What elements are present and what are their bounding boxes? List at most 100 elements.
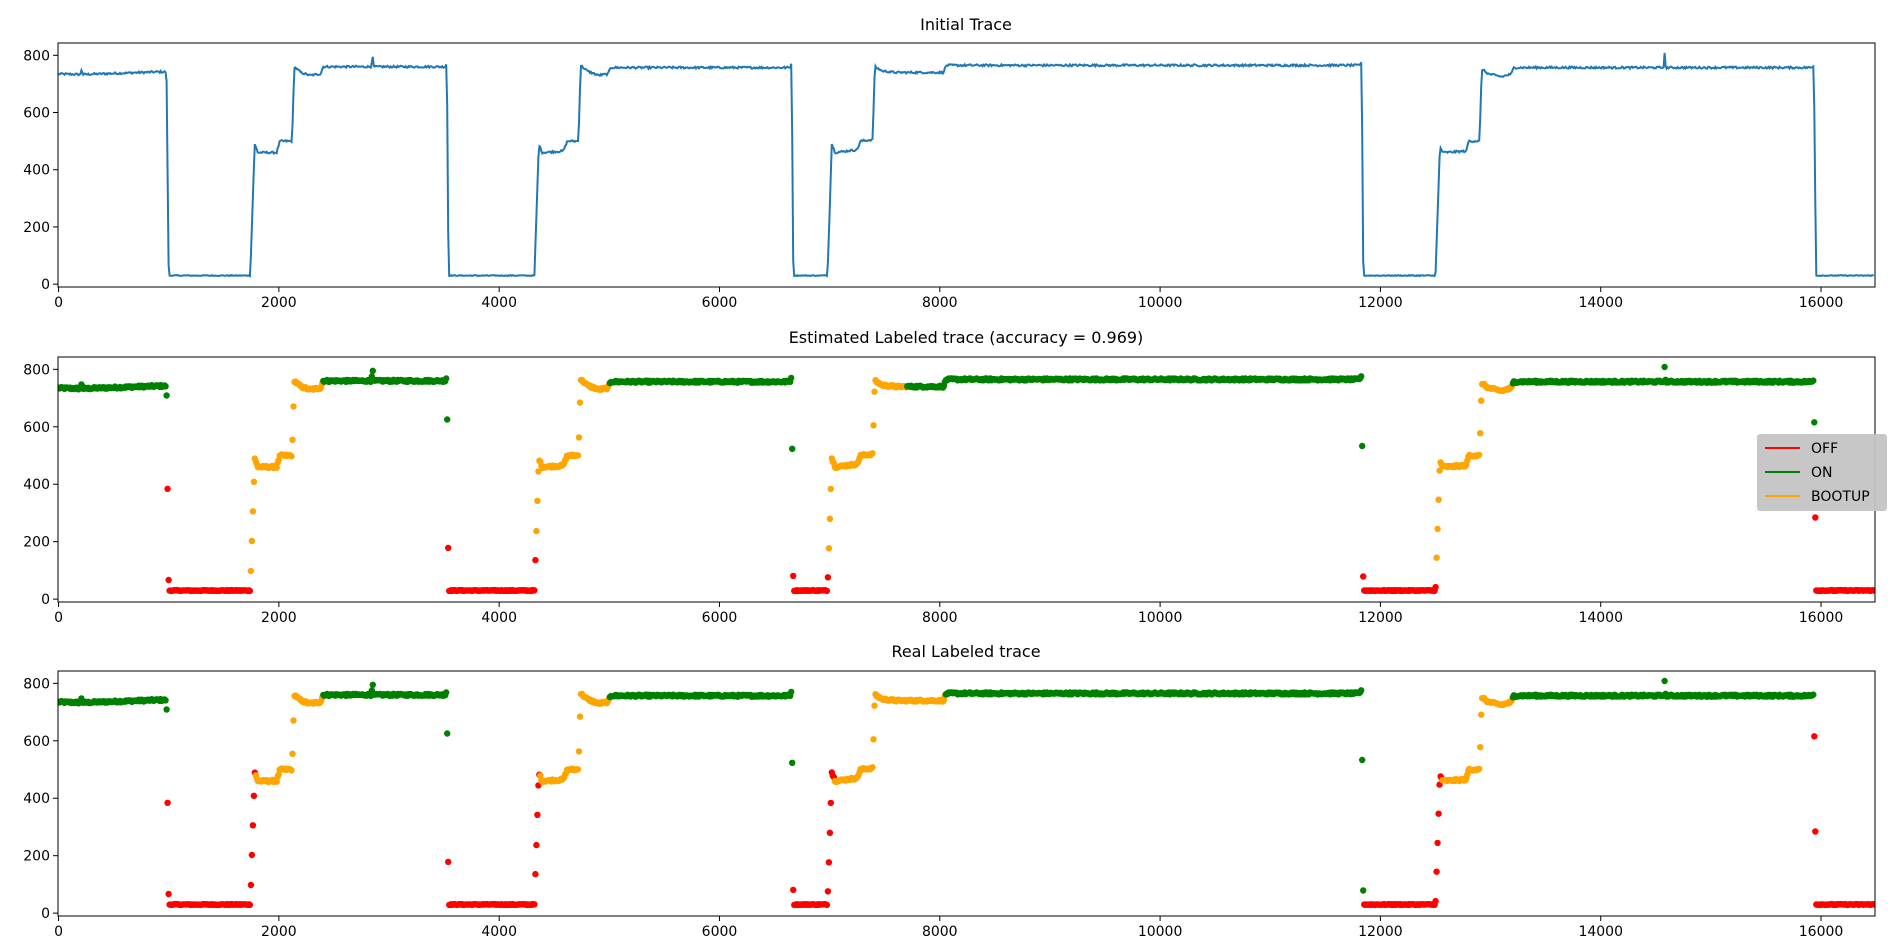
- point-on: [162, 697, 169, 704]
- point-off: [248, 851, 256, 859]
- point-bootup: [574, 766, 582, 773]
- point-on: [1360, 887, 1367, 894]
- point-off: [249, 822, 257, 829]
- point-on: [788, 374, 795, 382]
- point-off: [164, 485, 171, 492]
- point-off: [824, 888, 832, 895]
- x-tick-label: 16000: [1799, 924, 1844, 940]
- point-bootup: [288, 453, 295, 460]
- trace-line: [58, 52, 1874, 278]
- point-bootup: [288, 767, 295, 774]
- point-off: [1432, 897, 1439, 905]
- y-tick-label: 400: [23, 477, 50, 493]
- point-on: [443, 689, 450, 696]
- point-bootup: [290, 403, 297, 410]
- point-on: [1358, 373, 1365, 380]
- point-off: [246, 587, 254, 595]
- point-off: [445, 858, 452, 866]
- point-on: [789, 445, 796, 452]
- point-bootup: [289, 750, 296, 757]
- point-bootup: [575, 434, 583, 441]
- point-on: [789, 759, 796, 766]
- point-bootup: [826, 515, 834, 522]
- point-bootup: [871, 702, 878, 709]
- x-tick-label: 12000: [1358, 924, 1403, 940]
- y-tick-label: 0: [41, 592, 50, 608]
- x-tick-label: 10000: [1138, 610, 1183, 626]
- point-on: [1810, 377, 1817, 384]
- point-bootup: [273, 778, 280, 785]
- point-bootup: [1476, 451, 1483, 459]
- point-bootup: [249, 508, 257, 515]
- x-tick-label: 8000: [922, 610, 958, 626]
- point-on: [369, 367, 376, 374]
- subplot-estimated-labeled-trace: Estimated Labeled trace (accuracy = 0.96…: [23, 328, 1876, 626]
- point-bootup: [273, 464, 280, 471]
- point-bootup: [1435, 496, 1442, 503]
- point-bootup: [1433, 554, 1440, 561]
- point-bootup: [290, 717, 297, 724]
- point-off: [823, 901, 831, 909]
- point-bootup: [575, 748, 583, 755]
- y-tick-label: 800: [23, 676, 50, 692]
- point-bootup: [533, 527, 540, 535]
- point-on: [1359, 756, 1366, 764]
- x-tick-label: 6000: [702, 295, 738, 311]
- point-off: [164, 799, 171, 806]
- x-tick-label: 14000: [1578, 295, 1623, 311]
- point-bootup: [576, 399, 584, 406]
- point-off: [827, 799, 834, 807]
- axes-frame: [57, 670, 1876, 917]
- y-tick-label: 600: [23, 734, 50, 750]
- point-off: [1435, 810, 1442, 817]
- point-off: [790, 572, 797, 580]
- legend-label-off: OFF: [1811, 441, 1838, 457]
- point-off: [531, 901, 538, 908]
- point-bootup: [1478, 711, 1485, 718]
- y-tick-label: 200: [23, 849, 50, 865]
- legend-label-on: ON: [1811, 465, 1833, 481]
- point-off: [1812, 828, 1819, 835]
- point-bootup: [248, 537, 256, 545]
- point-off: [1434, 839, 1441, 847]
- subplot-initial-trace: Initial Trace 0 2000 4000 6000 8000 10000 1200…: [23, 15, 1876, 311]
- point-on: [163, 392, 170, 399]
- point-off: [1870, 901, 1875, 908]
- legend: OFF ON BOOTUP: [1757, 434, 1887, 511]
- point-on: [1359, 442, 1366, 450]
- y-tick-label: 200: [23, 535, 50, 551]
- plot-area: [58, 363, 1875, 595]
- point-off: [1360, 573, 1367, 580]
- point-on: [369, 681, 376, 688]
- subplot-title: Estimated Labeled trace (accuracy = 0.96…: [789, 328, 1144, 347]
- y-tick-label: 0: [41, 277, 50, 293]
- point-off: [532, 870, 539, 878]
- x-tick-label: 16000: [1799, 610, 1844, 626]
- point-bootup: [534, 497, 541, 504]
- legend-frame: [1757, 434, 1887, 511]
- y-tick-label: 800: [23, 48, 50, 64]
- legend-label-bootup: BOOTUP: [1811, 489, 1870, 505]
- point-on: [162, 383, 169, 390]
- y-tick-label: 400: [23, 163, 50, 179]
- axes-frame: [57, 42, 1876, 288]
- point-bootup: [1477, 744, 1484, 751]
- x-tick-label: 6000: [702, 924, 738, 940]
- point-off: [534, 811, 541, 818]
- x-tick-label: 4000: [481, 924, 517, 940]
- x-tick-label: 8000: [922, 924, 958, 940]
- point-bootup: [1434, 525, 1441, 533]
- point-on: [1810, 691, 1817, 698]
- point-bootup: [1476, 765, 1483, 773]
- point-on: [1358, 687, 1365, 694]
- point-off: [826, 829, 834, 836]
- point-bootup: [871, 388, 878, 395]
- x-tick-label: 0: [54, 924, 63, 940]
- point-bootup: [247, 567, 255, 575]
- plot-area: [58, 677, 1875, 909]
- x-tick-label: 4000: [481, 610, 517, 626]
- point-off: [246, 901, 254, 909]
- y-tick-label: 600: [23, 420, 50, 436]
- point-on: [1661, 677, 1668, 685]
